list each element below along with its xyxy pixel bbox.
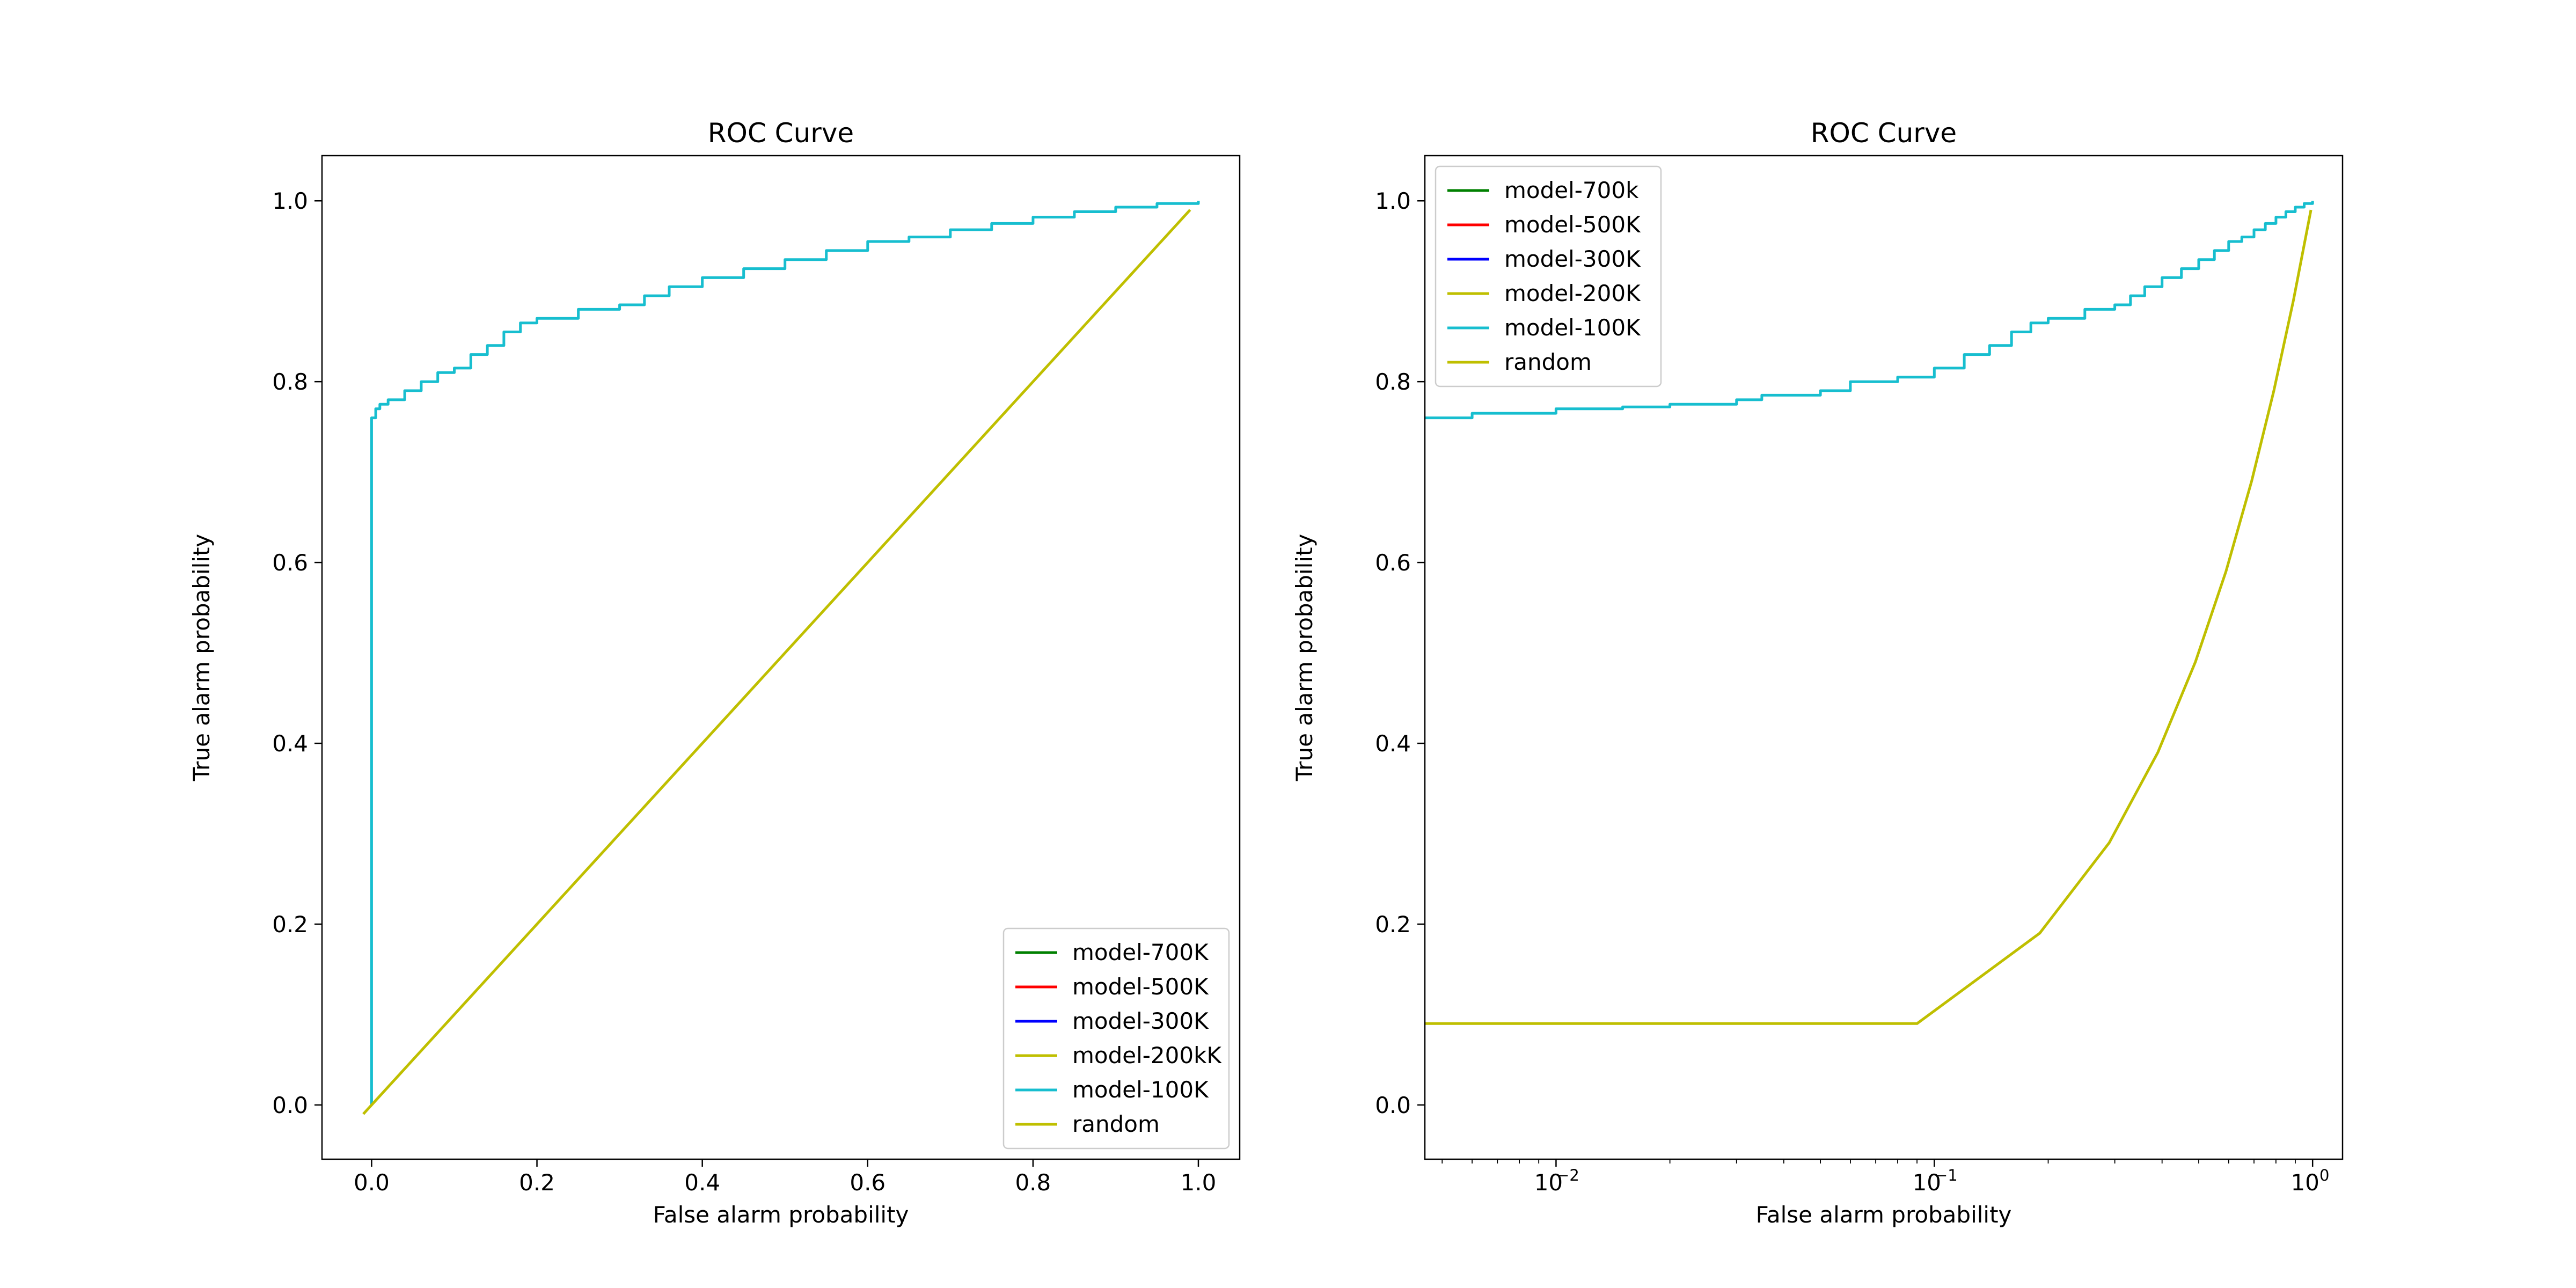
legend-label: model-200kK — [1072, 1042, 1222, 1069]
y-tick-label: 0.8 — [272, 369, 308, 395]
series-group — [1425, 201, 2314, 1025]
y-tick-label: 0.6 — [1375, 550, 1411, 576]
legend-label: model-700K — [1072, 939, 1209, 965]
legend-label: model-100K — [1072, 1077, 1209, 1103]
y-tick-label: 0.6 — [272, 550, 308, 576]
y-axis-label: True alarm probability — [1291, 534, 1318, 782]
legend-label: model-200K — [1504, 280, 1641, 306]
x-tick-label: 0.2 — [519, 1169, 555, 1196]
series-group — [362, 201, 1200, 1115]
chart-title: ROC Curve — [1811, 118, 1957, 149]
y-tick-label: 1.0 — [1375, 188, 1411, 214]
series-line-model-100k — [370, 201, 1200, 1105]
series-line-random — [362, 209, 1191, 1115]
legend-box — [1435, 165, 1662, 387]
y-tick-label: 0.8 — [1375, 369, 1411, 395]
legend: model-700k model-500K model-300K model-200K… — [1435, 165, 1662, 387]
legend-label: model-700k — [1504, 177, 1639, 203]
x-tick-label: 10 — [1913, 1169, 1941, 1196]
x-tick-label: 1.0 — [1181, 1169, 1217, 1196]
legend-label: random — [1072, 1111, 1160, 1137]
x-tick-exponent: −1 — [1935, 1166, 1958, 1184]
y-tick-label: 0.0 — [272, 1092, 308, 1118]
plot-frame — [321, 155, 1241, 1160]
y-tick-label: 0.2 — [272, 911, 308, 938]
x-tick-label: 0.6 — [850, 1169, 885, 1196]
x-tick-exponent: 0 — [2319, 1166, 2329, 1184]
x-tick-label: 0.4 — [684, 1169, 720, 1196]
series-line-model-100k — [1425, 201, 2314, 420]
y-axis-label: True alarm probability — [188, 534, 215, 782]
x-tick-label: 0.0 — [354, 1169, 390, 1196]
x-tick-label: 0.8 — [1015, 1169, 1051, 1196]
legend-box — [1002, 927, 1230, 1150]
chart-title: ROC Curve — [708, 118, 854, 149]
legend-label: random — [1504, 349, 1592, 375]
x-axis-label: False alarm probability — [1756, 1202, 2012, 1228]
y-tick-label: 0.0 — [1375, 1092, 1411, 1118]
roc-panel-linear: 0.0 0.2 0.4 0.6 0.8 1.0 0.0 0.2 0.4 0.6 0.8 1.0 ROC … — [188, 118, 1241, 1228]
x-tick-label: 10 — [2290, 1169, 2319, 1196]
plot-frame — [1424, 155, 2344, 1160]
y-tick-label: 0.4 — [1375, 730, 1411, 757]
legend-label: model-500K — [1504, 211, 1641, 238]
legend-label: model-300K — [1072, 1008, 1209, 1034]
legend-label: model-300K — [1504, 246, 1641, 272]
x-tick-exponent: −2 — [1556, 1166, 1579, 1184]
legend: model-700K model-500K model-300K model-200k… — [1002, 927, 1230, 1150]
legend-label: model-100K — [1504, 314, 1641, 341]
y-tick-label: 0.4 — [272, 730, 308, 757]
y-tick-label: 1.0 — [272, 188, 308, 214]
y-tick-label: 0.2 — [1375, 911, 1411, 938]
x-tick-label: 10 — [1534, 1169, 1563, 1196]
x-axis-label: False alarm probability — [653, 1202, 909, 1228]
series-line-random — [1425, 209, 2312, 1025]
legend-label: model-500K — [1072, 974, 1209, 1000]
